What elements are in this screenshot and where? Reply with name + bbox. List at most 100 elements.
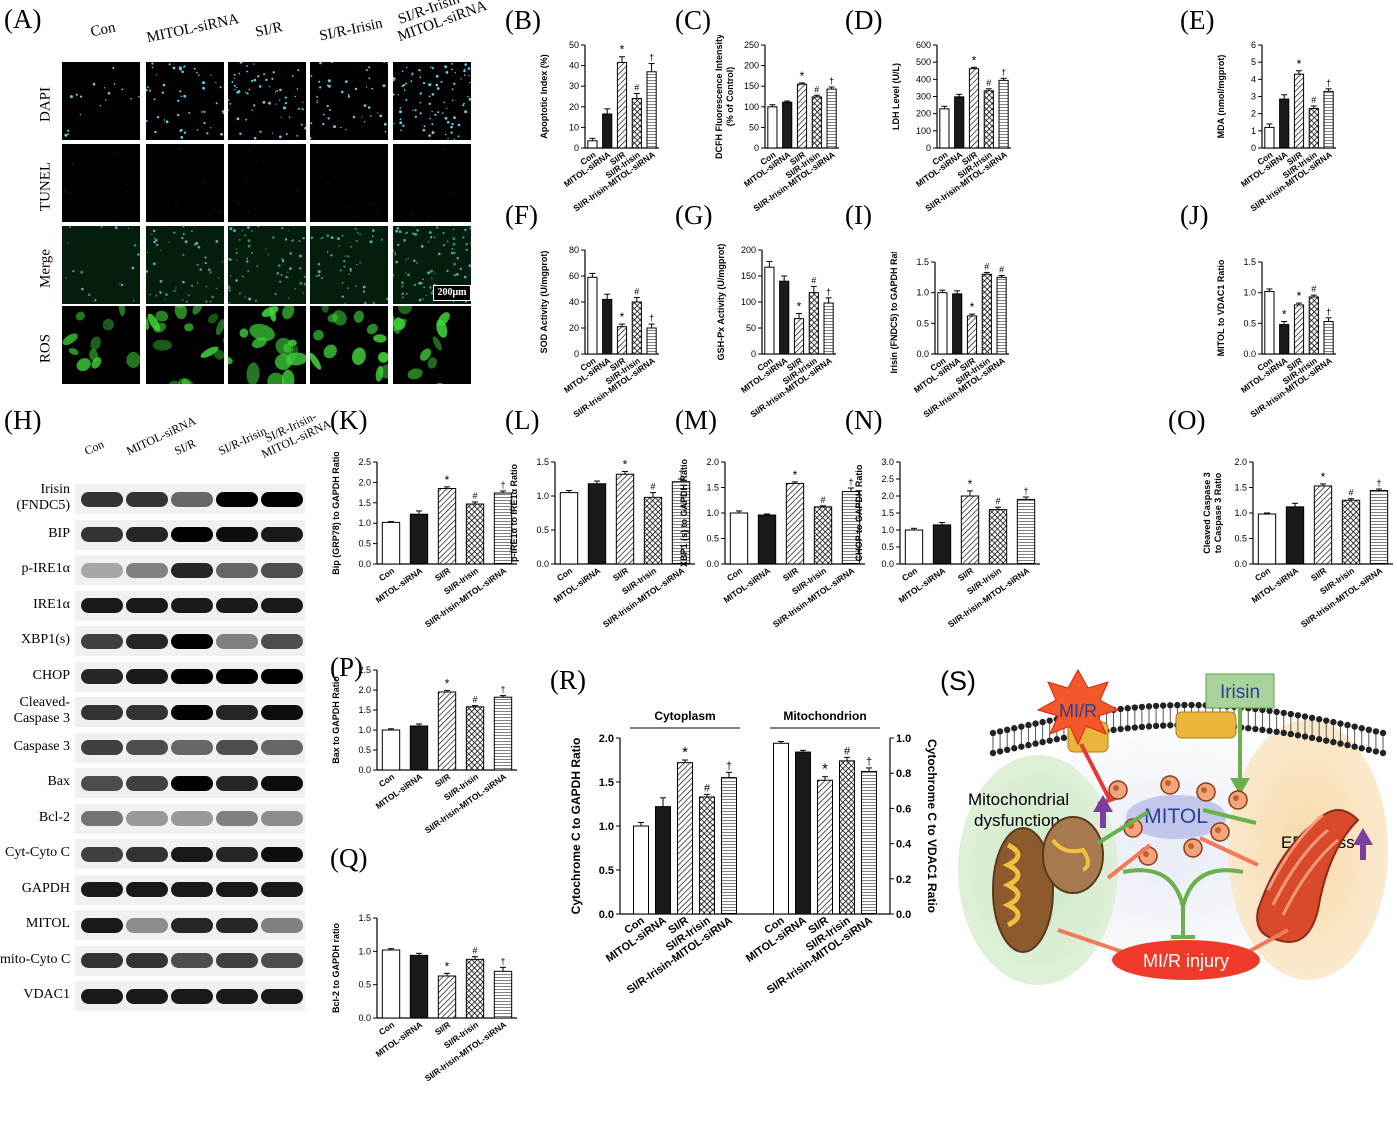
panel-j-label: (J) <box>1180 200 1209 230</box>
y-tick-label: 250 <box>744 40 759 50</box>
x-tick-label: SI/R <box>1309 565 1328 583</box>
blot-band <box>81 491 123 507</box>
bar-mitol-sirna <box>587 483 607 565</box>
blot-band <box>216 953 258 968</box>
blot-row-label-6: Cleaved- Caspase 3 <box>13 695 70 726</box>
blot-band <box>261 811 303 826</box>
y-tick-label: 100 <box>741 297 756 307</box>
blot-band <box>81 598 123 613</box>
blot-band <box>261 491 303 507</box>
significance-mark: * <box>445 959 450 973</box>
y-tick-label: 150 <box>741 271 756 281</box>
bar-si-r <box>785 482 805 565</box>
bar-cytoplasm-2 <box>677 762 693 915</box>
y-tick-label: 2.0 <box>1234 457 1247 467</box>
bar-con <box>1257 513 1277 565</box>
y-axis-label: LDH Level (U/L) <box>891 63 901 130</box>
panel-n-label: (N) <box>845 405 883 435</box>
bar-si-r-irisin <box>631 301 642 355</box>
y-tick-label: 4 <box>1251 74 1256 84</box>
blot-band <box>126 740 168 755</box>
bar-mitol-sirna <box>1279 98 1290 149</box>
significance-mark: # <box>634 82 639 92</box>
y-tick-label: 50 <box>569 40 579 50</box>
blot-band <box>171 491 213 507</box>
mir-burst-icon <box>1036 668 1120 746</box>
significance-mark: * <box>972 53 977 67</box>
panel-p-label: (P) <box>330 652 363 682</box>
blot-band <box>216 988 258 1004</box>
y-tick-label: 0.5 <box>599 865 614 877</box>
y-tick-label: 0.5 <box>358 980 371 990</box>
micrograph-dapi-3 <box>310 62 388 140</box>
bar-si-r-irisin-mitol-sirna <box>646 71 657 149</box>
y-tick-label: 2 <box>1251 109 1256 119</box>
chart-e: 0 1 2 3 4 5 6 MDA (nmol/mgprot) Con MITOL-siRNA * S… <box>1187 35 1361 268</box>
blot-row-label-1: BIP <box>48 525 70 541</box>
significance-mark: # <box>811 275 816 285</box>
row-label-merge: Merge <box>37 249 54 288</box>
bar-si-r-irisin <box>1308 296 1319 355</box>
y2-tick-label: 0.2 <box>896 874 911 886</box>
blot-strip-12 <box>75 910 305 940</box>
significance-mark: # <box>995 496 1000 506</box>
y-tick-label: 1.0 <box>1243 288 1256 298</box>
x-tick-label: Con <box>1253 565 1272 583</box>
mitol-to-er-arrow <box>1199 836 1259 867</box>
y-tick-label: 0.0 <box>1234 559 1247 569</box>
y2-axis-label: Cytochrome C to VDAC1 Ratio <box>925 739 939 913</box>
y-tick-label: 1.5 <box>599 777 614 789</box>
chart-svg-k: 0.0 0.5 1.0 1.5 2.0 2.5 Bip (GRP78) to GAPDH R… <box>331 451 517 629</box>
blot-strip-13 <box>75 945 305 976</box>
bar-si-r-irisin <box>808 292 819 355</box>
y-tick-label: 150 <box>744 81 759 91</box>
bar-si-r <box>437 488 457 565</box>
y-tick-label: 0.5 <box>358 745 371 755</box>
blot-band <box>81 527 123 542</box>
micrograph-merge-2 <box>228 226 306 304</box>
y2-tick-label: 0.0 <box>896 909 911 921</box>
bar-si-r-irisin <box>465 706 485 771</box>
bar-con <box>587 276 598 355</box>
bar-con <box>381 521 401 565</box>
y-tick-label: 1.5 <box>881 508 894 518</box>
blot-band <box>81 775 123 791</box>
chart-d: 0 100 200 300 400 500 600 LDH Level (U/L) Con MIT… <box>862 35 1036 268</box>
blot-band <box>81 669 123 684</box>
blot-band <box>81 811 123 826</box>
y-tick-label: 0 <box>751 349 756 359</box>
significance-mark: # <box>814 84 819 94</box>
blot-row-label-9: Bcl-2 <box>38 809 70 825</box>
blot-band <box>81 704 123 720</box>
y-tick-label: 2.5 <box>358 457 371 467</box>
y-tick-label: 0.0 <box>358 1013 371 1023</box>
y-tick-label: 3 <box>1251 92 1256 102</box>
micrograph-tunel-4 <box>393 144 471 222</box>
bar-mitol-sirna <box>932 524 952 565</box>
y-tick-label: 0 <box>754 143 759 153</box>
blot-band <box>126 633 168 649</box>
y-tick-label: 20 <box>569 323 579 333</box>
blot-row-label-2: p-IRE1α <box>21 561 70 576</box>
panel-r-label: (R) <box>550 665 586 695</box>
significance-mark: † <box>826 287 831 297</box>
y-tick-label: 1.0 <box>536 491 549 501</box>
bar-si-r-irisin-mitol-sirna <box>823 302 834 355</box>
y-tick-label: 0.0 <box>358 765 371 775</box>
bar-si-r <box>796 83 808 149</box>
blot-band <box>171 953 213 968</box>
blot-band <box>81 846 123 862</box>
significance-mark: † <box>649 53 654 63</box>
y-axis-label: MDA (nmol/mgprot) <box>1216 55 1226 139</box>
x-tick-label: SI/R <box>956 565 975 583</box>
x-tick-label: Con <box>900 565 919 583</box>
y-tick-label: 100 <box>916 126 931 136</box>
y-tick-label: 1.5 <box>1234 483 1247 493</box>
y-axis-label: DCFH Fluorescence Intensity <box>714 35 724 159</box>
bar-si-r <box>615 473 635 565</box>
blot-band <box>171 882 213 897</box>
panel-d-label: (D) <box>845 5 883 35</box>
mitol-to-mito-arrow <box>1106 843 1152 880</box>
mito-to-injury-arrow <box>1057 928 1124 954</box>
y-tick-label: 5 <box>1251 57 1256 67</box>
